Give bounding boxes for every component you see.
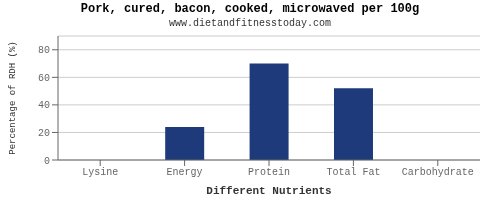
svg-text:80: 80 bbox=[38, 45, 50, 56]
svg-text:20: 20 bbox=[38, 128, 50, 139]
svg-text:Carbohydrate: Carbohydrate bbox=[402, 167, 474, 178]
svg-text:Total Fat: Total Fat bbox=[326, 167, 380, 178]
html-text:Pork, cured, bacon, cooked, mi: Pork, cured, bacon, cooked, microwaved p… bbox=[80, 2, 420, 16]
svg-text:Protein: Protein bbox=[248, 167, 290, 178]
svg-text:Percentage of RDH (%): Percentage of RDH (%) bbox=[8, 41, 18, 154]
svg-text:60: 60 bbox=[38, 73, 50, 84]
svg-text:40: 40 bbox=[38, 100, 50, 111]
svg-text:Lysine: Lysine bbox=[82, 167, 118, 178]
svg-text:Energy: Energy bbox=[167, 167, 203, 178]
svg-text:0: 0 bbox=[44, 156, 50, 167]
svg-text:Different Nutrients: Different Nutrients bbox=[206, 185, 331, 197]
html-text:www.dietandfitnesstoday.com: www.dietandfitnesstoday.com bbox=[169, 18, 331, 29]
